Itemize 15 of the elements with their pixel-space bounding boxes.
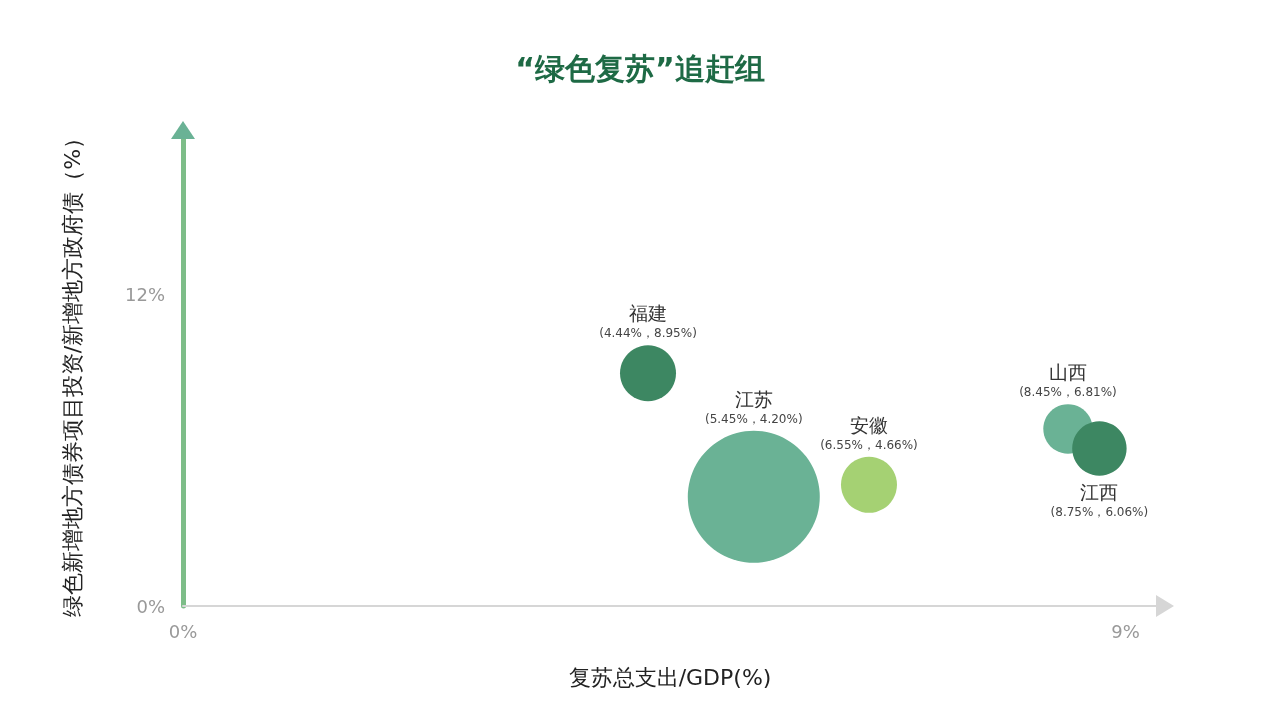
data-label: (4.44%，8.95%) <box>599 326 697 341</box>
series-label: 江苏 <box>734 387 773 410</box>
y-axis-title: 绿色新增地方债券项目投资/新增地方政府债（%） <box>59 126 85 618</box>
series-label: 山西 <box>1048 361 1087 384</box>
series-label: 安徽 <box>849 413 888 436</box>
x-tick-label: 9% <box>1111 620 1140 642</box>
x-axis-title: 复苏总支出/GDP(%) <box>568 664 772 690</box>
series-label: 江西 <box>1080 480 1119 503</box>
data-label: (8.75%，6.06%) <box>1050 504 1149 519</box>
data-label: (8.45%，6.81%) <box>1019 385 1117 400</box>
chart-title: “绿色复苏”追赶组 <box>515 50 765 86</box>
series-label: 福建 <box>629 302 668 325</box>
data-label: (6.55%，4.66%) <box>820 437 918 452</box>
y-tick-label: 12% <box>124 283 165 305</box>
data-label: (5.45%，4.20%) <box>704 411 803 426</box>
